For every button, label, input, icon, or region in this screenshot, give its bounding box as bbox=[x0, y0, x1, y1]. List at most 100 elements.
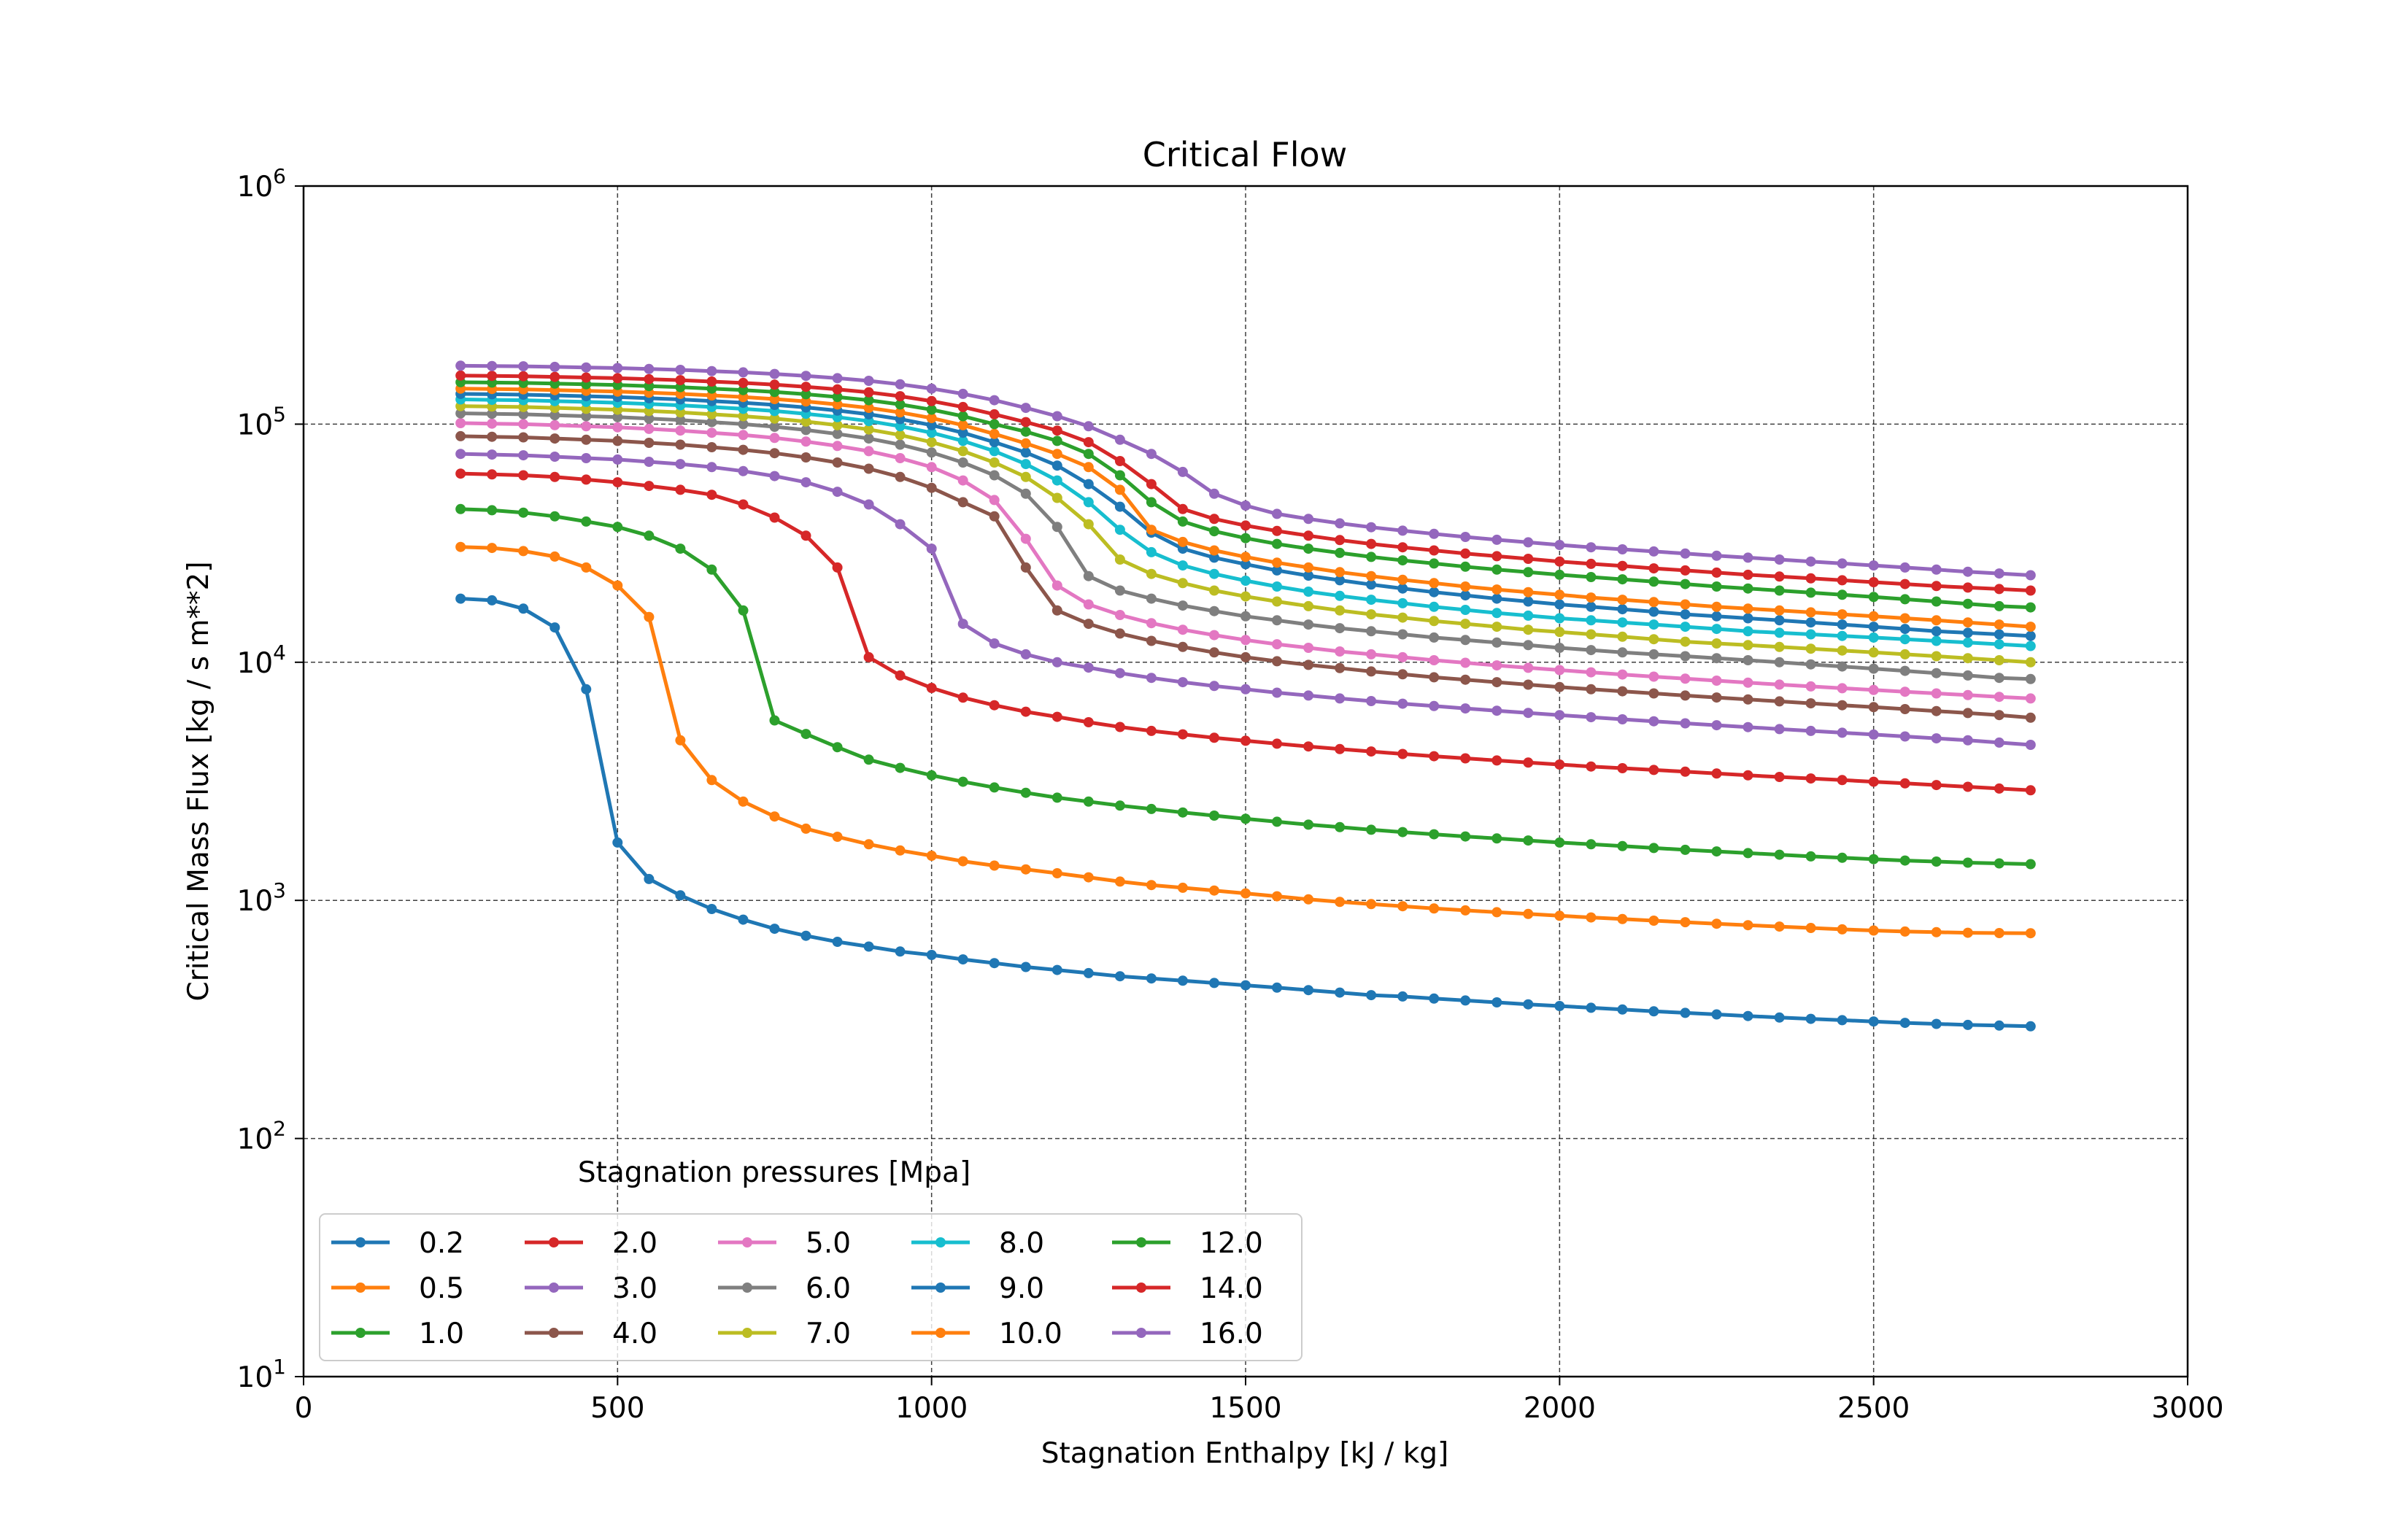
data-point bbox=[1177, 807, 1188, 818]
data-point bbox=[1868, 632, 1879, 643]
data-point bbox=[1586, 667, 1597, 678]
data-point bbox=[1648, 576, 1659, 587]
data-point bbox=[1868, 925, 1879, 936]
data-point bbox=[1617, 574, 1628, 585]
data-point bbox=[2025, 657, 2036, 668]
plot-series bbox=[455, 360, 2036, 1032]
data-point bbox=[612, 477, 623, 488]
data-point bbox=[832, 428, 843, 439]
data-point bbox=[1366, 570, 1377, 581]
data-point bbox=[957, 856, 968, 867]
data-point bbox=[800, 425, 811, 436]
data-point bbox=[612, 436, 623, 446]
data-point bbox=[1146, 880, 1157, 891]
data-point bbox=[1397, 542, 1408, 553]
data-point bbox=[895, 421, 906, 432]
data-point bbox=[1648, 671, 1659, 682]
data-point bbox=[1020, 438, 1031, 449]
data-point bbox=[581, 434, 592, 445]
legend-marker bbox=[355, 1283, 366, 1293]
data-point bbox=[549, 471, 560, 482]
data-point bbox=[1523, 757, 1534, 768]
data-point bbox=[1931, 615, 1942, 626]
data-point bbox=[1837, 924, 1848, 935]
data-point bbox=[957, 446, 968, 457]
data-point bbox=[1931, 705, 1942, 716]
data-point bbox=[1805, 587, 1816, 598]
data-point bbox=[1335, 662, 1346, 673]
data-point bbox=[1209, 488, 1219, 499]
legend-marker bbox=[549, 1328, 559, 1338]
data-point bbox=[832, 832, 843, 842]
data-point bbox=[1303, 587, 1314, 597]
data-point bbox=[1523, 624, 1534, 635]
legend-item: 12.0 bbox=[1112, 1227, 1263, 1260]
data-point bbox=[706, 417, 717, 428]
data-point bbox=[1523, 908, 1534, 919]
data-point bbox=[1899, 562, 1910, 573]
data-point bbox=[1617, 840, 1628, 851]
data-point bbox=[581, 362, 592, 373]
data-point bbox=[1397, 991, 1408, 1002]
data-point bbox=[1837, 558, 1848, 569]
data-point bbox=[926, 428, 937, 438]
data-point bbox=[1680, 1007, 1691, 1018]
data-point bbox=[1051, 657, 1062, 668]
data-point bbox=[926, 482, 937, 493]
data-point bbox=[1586, 684, 1597, 695]
data-point bbox=[518, 419, 529, 430]
data-point bbox=[1837, 630, 1848, 641]
data-point bbox=[1837, 727, 1848, 738]
legend-label: 14.0 bbox=[1200, 1272, 1263, 1305]
legend-items: 0.2 0.5 1.0 2.0 3.0 4.0 5.0 6.0 7.0 8.0 9.0 10.0 12.… bbox=[331, 1227, 1263, 1350]
data-point bbox=[1743, 770, 1753, 781]
data-point bbox=[581, 684, 592, 695]
data-point bbox=[1931, 1018, 1942, 1029]
data-point bbox=[1460, 657, 1471, 668]
data-point bbox=[738, 499, 749, 510]
data-point bbox=[769, 379, 780, 390]
series-5.0 bbox=[455, 418, 2036, 704]
data-point bbox=[1586, 1002, 1597, 1013]
data-point bbox=[1680, 579, 1691, 589]
legend-item: 14.0 bbox=[1112, 1272, 1263, 1305]
data-point bbox=[738, 367, 749, 378]
data-point bbox=[1272, 525, 1282, 536]
legend-marker bbox=[742, 1237, 752, 1247]
data-point bbox=[1209, 606, 1219, 616]
data-point bbox=[1931, 780, 1942, 791]
data-point bbox=[1051, 580, 1062, 591]
data-point bbox=[1617, 714, 1628, 724]
data-point bbox=[1492, 622, 1502, 632]
data-point bbox=[738, 411, 749, 422]
data-point bbox=[863, 839, 874, 850]
data-point bbox=[1805, 643, 1816, 654]
data-point bbox=[1711, 638, 1722, 649]
data-point bbox=[1586, 601, 1597, 612]
data-point bbox=[1743, 1010, 1753, 1021]
data-point bbox=[1335, 821, 1346, 832]
data-point bbox=[863, 446, 874, 457]
data-point bbox=[612, 580, 623, 591]
y-tick-label: 102 bbox=[237, 1117, 286, 1156]
legend-marker bbox=[935, 1283, 946, 1293]
data-point bbox=[487, 409, 498, 419]
data-point bbox=[487, 360, 498, 371]
data-point bbox=[863, 754, 874, 765]
data-point bbox=[926, 419, 937, 430]
data-point bbox=[1931, 626, 1942, 637]
x-tick-label: 500 bbox=[590, 1392, 644, 1425]
data-point bbox=[518, 361, 529, 372]
data-point bbox=[1114, 668, 1125, 678]
data-point bbox=[1774, 696, 1785, 707]
data-point bbox=[1303, 600, 1314, 611]
data-point bbox=[1020, 417, 1031, 428]
data-point bbox=[1240, 651, 1251, 662]
legend-marker bbox=[742, 1328, 752, 1338]
data-point bbox=[1146, 525, 1157, 535]
data-point bbox=[1994, 639, 2004, 650]
data-point bbox=[1805, 629, 1816, 640]
data-point bbox=[1492, 660, 1502, 671]
data-point bbox=[1743, 569, 1753, 580]
data-point bbox=[1743, 848, 1753, 859]
